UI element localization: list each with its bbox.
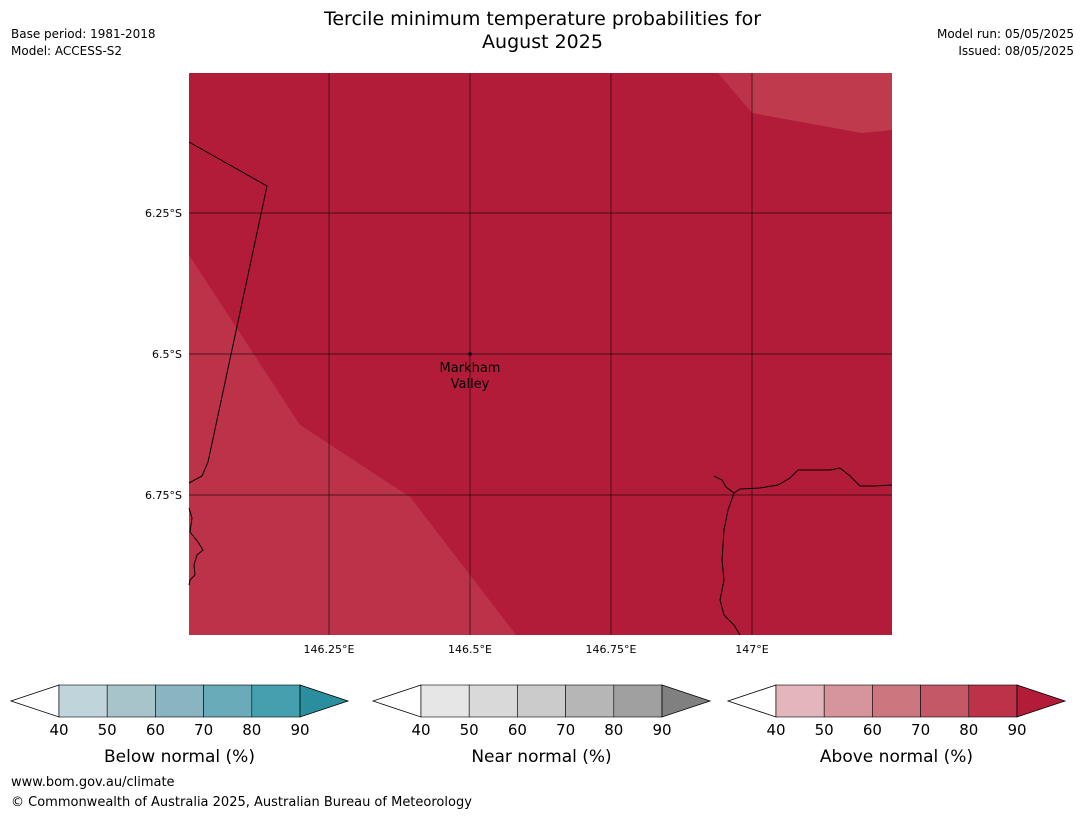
legend-2-segment-4 (565, 684, 615, 718)
lat-label-3: 6.75°S (145, 489, 182, 502)
legend-3-tick-90: 90 (1007, 721, 1026, 739)
legend-1-segment-5 (251, 684, 301, 718)
place-marker: Markham Valley (440, 352, 501, 392)
legend-3-tick-80: 80 (959, 721, 978, 739)
meta-left: Base period: 1981-2018 Model: ACCESS-S2 (11, 26, 156, 60)
model-text: Model: ACCESS-S2 (11, 44, 123, 58)
lon-label-3: 146.75°E (586, 643, 637, 656)
legend-3-segment-4 (920, 684, 970, 718)
lon-label-1: 146.25°E (304, 643, 355, 656)
legend-2-tick-70: 70 (556, 721, 575, 739)
legend-1-segment-3 (155, 684, 204, 718)
legend-3-segment-1 (775, 684, 825, 718)
legend-1: 40 50 60 70 80 90 Below normal (%) (9, 684, 350, 767)
legend-1-label: Below normal (%) (104, 747, 255, 767)
place-label-line1: Markham (440, 361, 501, 376)
legend-2-high-triangle (661, 684, 712, 718)
title-line-2: August 2025 (482, 31, 603, 53)
legend-3-segment-5 (968, 684, 1018, 718)
legend-3-tick-40: 40 (766, 721, 785, 739)
legend-3-segment-2 (823, 684, 873, 718)
legend-3-tick-70: 70 (911, 721, 930, 739)
legend-1-tick-40: 40 (49, 721, 68, 739)
legend-3-tick-60: 60 (863, 721, 882, 739)
legend-2-tick-40: 40 (411, 721, 430, 739)
legend-3: 40 50 60 70 80 90 Above normal (%) (726, 684, 1067, 767)
legend-2-segment-5 (613, 684, 663, 718)
map-fill-third-northeast (752, 73, 892, 133)
legend-2-tick-80: 80 (604, 721, 623, 739)
footer-copyright: © Commonwealth of Australia 2025, Austra… (11, 795, 472, 810)
title-line-1: Tercile minimum temperature probabilitie… (323, 8, 762, 30)
legend-1-segment-1 (58, 684, 108, 718)
map-figure: Markham Valley 6.25°S 6.5°S 6.75°S 146.2… (9, 73, 1067, 767)
legend-2-tick-50: 50 (460, 721, 479, 739)
legend-3-tick-50: 50 (815, 721, 834, 739)
legend-2-tick-90: 90 (652, 721, 671, 739)
legend-3-label: Above normal (%) (820, 747, 973, 767)
legend-3-low-triangle (726, 684, 777, 718)
legend-2-label: Near normal (%) (471, 747, 611, 767)
legend-3-high-triangle (1016, 684, 1067, 718)
lat-label-2: 6.5°S (152, 348, 182, 361)
legend-2-tick-60: 60 (508, 721, 527, 739)
legend-1-tick-90: 90 (290, 721, 309, 739)
legend-1-segment-2 (106, 684, 156, 718)
model-run-text: Model run: 05/05/2025 (936, 27, 1074, 41)
legend-1-tick-70: 70 (194, 721, 213, 739)
legend-1-tick-80: 80 (242, 721, 261, 739)
lat-labels: 6.25°S 6.5°S 6.75°S (145, 207, 182, 502)
legend-2: 40 50 60 70 80 90 Near normal (%) (371, 684, 712, 767)
legend-2-segment-1 (420, 684, 470, 718)
legend-2-low-triangle (371, 684, 422, 718)
lon-label-2: 146.5°E (448, 643, 492, 656)
page-title: Tercile minimum temperature probabilitie… (0, 8, 1085, 54)
legend-2-segment-2 (468, 684, 518, 718)
map-fill-secondary-west (189, 255, 516, 635)
lon-label-4: 147°E (735, 643, 768, 656)
lat-label-1: 6.25°S (145, 207, 182, 220)
issued-text: Issued: 08/05/2025 (958, 44, 1074, 58)
base-period-text: Base period: 1981-2018 (11, 27, 156, 41)
lon-labels: 146.25°E 146.5°E 146.75°E 147°E (304, 643, 769, 656)
legend-1-segment-4 (203, 684, 253, 718)
place-label-line2: Valley (451, 377, 490, 392)
legend-1-low-triangle (9, 684, 60, 718)
legend-1-tick-60: 60 (146, 721, 165, 739)
coastlines (188, 141, 893, 636)
place-dot (468, 352, 472, 356)
map-panel: Markham Valley (188, 73, 893, 636)
legend-1-tick-50: 50 (98, 721, 117, 739)
footer-website: www.bom.gov.au/climate (11, 775, 175, 790)
meta-right: Model run: 05/05/2025 Issued: 08/05/2025 (937, 26, 1074, 60)
legend-2-segment-3 (517, 684, 566, 718)
legend-1-high-triangle (299, 684, 350, 718)
legend-3-segment-3 (872, 684, 921, 718)
legends: 40 50 60 70 80 90 Below normal (%) 40 50 60 70 80 90… (9, 684, 1067, 767)
